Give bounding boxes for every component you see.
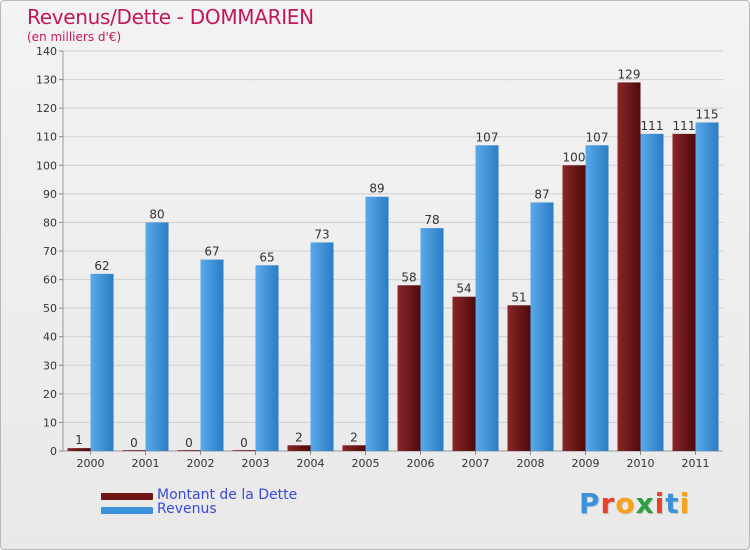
y-tick-label: 100 xyxy=(36,159,57,172)
data-label: 54 xyxy=(456,282,471,296)
data-label: 1 xyxy=(75,433,83,447)
bar-revenus xyxy=(640,133,664,451)
bar-dette xyxy=(122,450,146,451)
x-tick-label: 2000 xyxy=(77,457,105,470)
legend-label-dette: Montant de la Dette xyxy=(157,487,298,503)
bar-dette xyxy=(232,450,256,451)
bar-revenus xyxy=(695,122,719,451)
bar-dette xyxy=(452,296,476,451)
data-label: 107 xyxy=(476,130,499,144)
data-label: 89 xyxy=(369,182,384,196)
data-label: 67 xyxy=(204,245,219,259)
logo-letter: t xyxy=(665,487,680,520)
bar-revenus xyxy=(255,265,279,451)
logo-letter: P xyxy=(579,487,601,520)
y-tick-label: 20 xyxy=(43,388,57,401)
bar-revenus xyxy=(420,228,444,451)
y-tick-label: 30 xyxy=(43,359,57,372)
bar-revenus xyxy=(200,259,224,451)
legend-swatch-revenus xyxy=(101,507,153,514)
data-label: 2 xyxy=(295,430,303,444)
bar-revenus xyxy=(585,145,609,452)
y-tick-label: 140 xyxy=(36,45,57,58)
y-tick-label: 60 xyxy=(43,274,57,287)
data-label: 0 xyxy=(240,436,248,450)
x-tick-label: 2005 xyxy=(352,457,380,470)
logo-letter: o xyxy=(615,487,636,520)
bar-revenus xyxy=(310,242,334,451)
bar-dette xyxy=(342,445,366,451)
bar-revenus xyxy=(365,196,389,451)
x-tick-label: 2001 xyxy=(132,457,160,470)
data-label: 62 xyxy=(94,259,109,273)
proxiti-logo: Proxiti xyxy=(579,487,690,520)
data-label: 58 xyxy=(401,270,416,284)
bar-dette xyxy=(672,133,696,451)
data-label: 2 xyxy=(350,430,358,444)
y-tick-label: 40 xyxy=(43,331,57,344)
bars xyxy=(67,82,719,452)
data-label: 129 xyxy=(618,67,641,81)
x-tick-label: 2008 xyxy=(517,457,545,470)
y-tick-label: 50 xyxy=(43,302,57,315)
data-label: 51 xyxy=(511,290,526,304)
bar-revenus xyxy=(530,202,554,451)
y-axis-ticks: 0 10 20 30 40 50 60 70 80 90 100 110 120 130 140 xyxy=(36,45,63,458)
bar-revenus xyxy=(90,273,114,451)
y-tick-label: 0 xyxy=(50,445,57,458)
x-tick-label: 2002 xyxy=(187,457,215,470)
logo-letter: i xyxy=(654,487,666,520)
data-label: 111 xyxy=(641,119,664,133)
y-tick-label: 130 xyxy=(36,74,57,87)
chart-title: Revenus/Dette - DOMMARIEN xyxy=(27,5,314,29)
chart-subtitle: (en milliers d'€) xyxy=(27,30,122,44)
x-axis-ticks: 2000 2001 2002 2003 2004 2005 2006 2007 2008 2009… xyxy=(77,451,710,470)
data-label: 73 xyxy=(314,227,329,241)
data-label: 80 xyxy=(149,207,164,221)
bar-revenus xyxy=(475,145,499,452)
bar-dette xyxy=(562,165,586,452)
x-tick-label: 2011 xyxy=(682,457,710,470)
y-tick-label: 70 xyxy=(43,245,57,258)
x-tick-label: 2009 xyxy=(572,457,600,470)
bar-dette xyxy=(177,450,201,451)
y-tick-label: 90 xyxy=(43,188,57,201)
y-tick-label: 120 xyxy=(36,102,57,115)
data-label: 87 xyxy=(534,187,549,201)
bar-dette xyxy=(507,305,531,451)
data-label: 65 xyxy=(259,250,274,264)
bar-revenus xyxy=(145,222,169,451)
bar-dette xyxy=(67,448,91,451)
data-label: 78 xyxy=(424,213,439,227)
legend-swatch-dette xyxy=(101,493,153,500)
data-labels: 1620800670652732895878541075187100107129… xyxy=(75,67,718,450)
x-tick-label: 2003 xyxy=(242,457,270,470)
logo-letter: x xyxy=(635,487,655,520)
x-tick-label: 2007 xyxy=(462,457,490,470)
x-tick-label: 2004 xyxy=(297,457,325,470)
bar-dette xyxy=(397,285,421,451)
x-tick-label: 2010 xyxy=(627,457,655,470)
x-tick-label: 2006 xyxy=(407,457,435,470)
grid-lines xyxy=(62,50,723,452)
data-label: 115 xyxy=(696,107,719,121)
data-label: 111 xyxy=(673,119,696,133)
data-label: 100 xyxy=(563,150,586,164)
bar-dette xyxy=(617,82,641,451)
legend-label-revenus: Revenus xyxy=(157,501,217,517)
logo-letter: i xyxy=(679,487,691,520)
y-tick-label: 110 xyxy=(36,131,57,144)
y-tick-label: 10 xyxy=(43,416,57,429)
bar-dette xyxy=(287,445,311,451)
logo-letter: r xyxy=(600,487,616,520)
data-label: 107 xyxy=(586,130,609,144)
y-tick-label: 80 xyxy=(43,216,57,229)
data-label: 0 xyxy=(185,436,193,450)
data-label: 0 xyxy=(130,436,138,450)
